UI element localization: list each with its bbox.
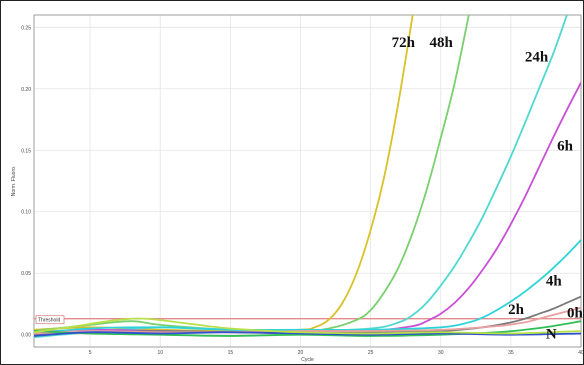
series-line-48h — [34, 15, 470, 332]
x-axis-label: Cycle — [301, 357, 314, 363]
x-tick-label: 40 — [578, 350, 583, 356]
y-tick-label: 0.10 — [21, 210, 31, 216]
series-line-4h — [34, 239, 581, 335]
threshold-label: Threshold — [38, 318, 60, 324]
x-tick-label: 25 — [368, 350, 374, 356]
y-tick-label: 0.15 — [21, 148, 31, 154]
series-label-24h: 24h — [525, 50, 549, 66]
x-tick-label: 10 — [157, 350, 163, 356]
x-tick-label: 30 — [438, 350, 444, 356]
series-label-2h: 2h — [508, 302, 524, 318]
series-label-0h: 0h — [567, 305, 583, 321]
series-labels: 72h 48h 24h 6h 4h 2h 0h N — [392, 35, 583, 342]
series-line-2h — [34, 295, 581, 336]
x-tick-label: 35 — [508, 350, 514, 356]
x-tick-label: 5 — [89, 350, 92, 356]
series-label-6h: 6h — [557, 138, 574, 154]
y-tick-label: 0.05 — [21, 271, 31, 277]
plot-area — [33, 14, 582, 348]
series-line-6h — [34, 82, 581, 334]
y-axis-label: Norm. Fluoro. — [11, 166, 17, 197]
grid — [34, 15, 582, 347]
series-line-0h — [34, 306, 581, 335]
series-label-72h: 72h — [392, 35, 416, 51]
y-tick-label: 0.25 — [21, 25, 31, 31]
series-line-72h — [34, 15, 414, 332]
y-tick-label: 0.00 — [21, 333, 31, 339]
series-label-48h: 48h — [430, 35, 454, 51]
axis-ticks: 5 10 15 20 25 30 35 40 0.00 0.05 0.10 0.15 0.20 0.25 — [21, 25, 583, 356]
series-line-trace-8 — [34, 331, 581, 337]
y-tick-label: 0.20 — [21, 87, 31, 93]
series-label-N: N — [546, 326, 557, 342]
series-label-4h: 4h — [546, 274, 563, 290]
threshold-label-box — [35, 315, 65, 325]
series-line-N — [34, 320, 581, 337]
series-group — [34, 15, 581, 339]
series-line-trace-9 — [34, 317, 581, 335]
x-tick-label: 20 — [298, 350, 304, 356]
x-tick-label: 15 — [228, 350, 234, 356]
